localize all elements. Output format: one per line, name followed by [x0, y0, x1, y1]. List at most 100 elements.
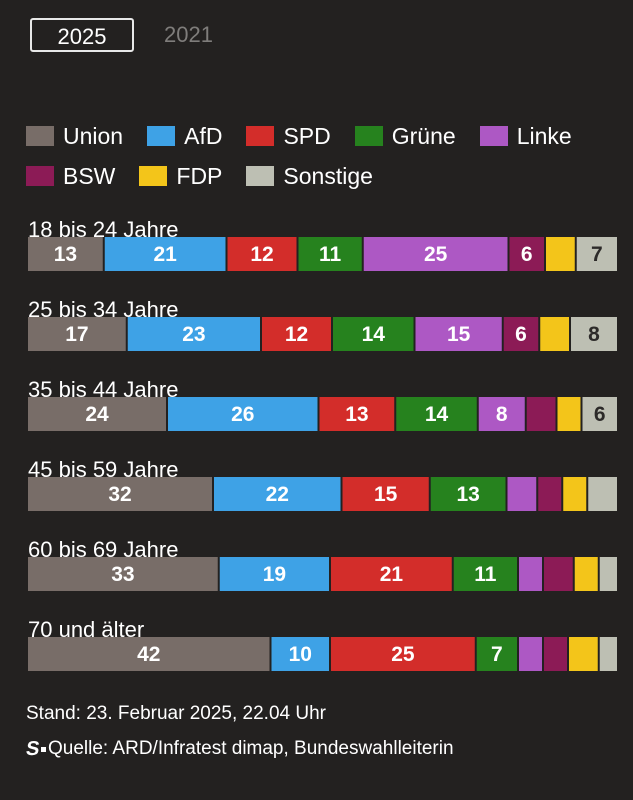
value-label-25-bis-34-jahre-union: 17 [65, 323, 88, 346]
bar-25-bis-34-jahre-union [28, 317, 126, 351]
bar-25-bis-34-jahre-afd [127, 317, 260, 351]
value-label-25-bis-34-jahre-bsw: 6 [515, 323, 527, 346]
bar-70-und-lter-linke [519, 637, 542, 671]
bar-45-bis-59-jahre-gruene [430, 477, 506, 511]
stand-timestamp: Stand: 23. Februar 2025, 22.04 Uhr [26, 703, 326, 724]
value-label-18-bis-24-jahre-sonstige: 7 [591, 243, 603, 266]
legend-label-union: Union [63, 122, 124, 149]
legend-label-sonstige: Sonstige [283, 162, 373, 189]
bar-35-bis-44-jahre-fdp [557, 397, 581, 431]
legend-label-afd: AfD [184, 122, 223, 149]
bar-60-bis-69-jahre-gruene [453, 557, 517, 591]
bar-35-bis-44-jahre-linke [478, 397, 525, 431]
value-label-45-bis-59-jahre-gruene: 13 [456, 483, 479, 506]
value-label-45-bis-59-jahre-union: 32 [108, 483, 131, 506]
bar-18-bis-24-jahre-sonstige [576, 237, 617, 271]
value-label-35-bis-44-jahre-afd: 26 [231, 403, 254, 426]
value-label-35-bis-44-jahre-sonstige: 6 [594, 403, 606, 426]
bar-70-und-lter-gruene [476, 637, 517, 671]
legend-label-gruene: Grüne [391, 122, 456, 149]
logo-dot-icon [41, 746, 46, 752]
value-label-60-bis-69-jahre-union: 33 [111, 563, 134, 586]
bar-60-bis-69-jahre-bsw [544, 557, 573, 591]
bar-70-und-lter-afd [271, 637, 329, 671]
bar-45-bis-59-jahre-fdp [563, 477, 587, 511]
legend-item-spd: SPD [246, 123, 331, 150]
bar-45-bis-59-jahre-bsw [538, 477, 562, 511]
legend-swatch-spd [246, 126, 275, 146]
legend-item-linke: Linke [479, 122, 572, 150]
value-label-18-bis-24-jahre-spd: 12 [250, 243, 273, 266]
bar-18-bis-24-jahre-bsw [509, 237, 544, 271]
legend-swatch-afd [147, 126, 176, 146]
value-label-18-bis-24-jahre-bsw: 6 [521, 243, 533, 266]
bar-45-bis-59-jahre-union [28, 477, 212, 511]
bar-35-bis-44-jahre-union [28, 397, 166, 431]
bar-25-bis-34-jahre-gruene [333, 317, 414, 351]
legend-label-fdp: FDP [176, 162, 223, 189]
bar-45-bis-59-jahre-spd [342, 477, 429, 511]
value-label-18-bis-24-jahre-union: 13 [54, 243, 77, 266]
legend-row-2: BSW FDP Sonstige [26, 160, 616, 192]
source-text: Quelle: ARD/Infratest dimap, Bundeswahll… [48, 738, 454, 759]
bar-35-bis-44-jahre-sonstige [582, 397, 617, 431]
legend-swatch-linke [479, 126, 508, 146]
bar-45-bis-59-jahre-linke [507, 477, 537, 511]
bar-18-bis-24-jahre-gruene [298, 237, 362, 271]
bar-60-bis-69-jahre-fdp [574, 557, 598, 591]
legend-label-linke: Linke [516, 122, 572, 149]
value-label-60-bis-69-jahre-afd: 19 [263, 563, 286, 586]
value-label-25-bis-34-jahre-linke: 15 [447, 323, 471, 346]
bar-35-bis-44-jahre-bsw [526, 397, 556, 431]
legend: Union AfD SPD Grüne Linke BSW FDP [26, 120, 616, 200]
bar-35-bis-44-jahre-spd [319, 397, 395, 431]
bar-70-und-lter-union [28, 637, 270, 671]
bar-25-bis-34-jahre-spd [262, 317, 331, 351]
year-tabs: 2025 2021 [30, 18, 213, 52]
value-label-25-bis-34-jahre-sonstige: 8 [588, 323, 600, 346]
legend-item-afd: AfD [147, 123, 222, 150]
bar-70-und-lter-spd [331, 637, 475, 671]
value-label-60-bis-69-jahre-gruene: 11 [474, 563, 497, 586]
value-label-35-bis-44-jahre-gruene: 14 [425, 403, 449, 426]
bar-25-bis-34-jahre-fdp [540, 317, 569, 351]
bar-45-bis-59-jahre-sonstige [588, 477, 617, 511]
value-label-25-bis-34-jahre-gruene: 14 [362, 323, 386, 346]
legend-row-1: Union AfD SPD Grüne Linke [26, 120, 616, 152]
value-label-45-bis-59-jahre-spd: 15 [374, 483, 398, 506]
legend-label-bsw: BSW [63, 162, 116, 189]
bar-18-bis-24-jahre-union [28, 237, 103, 271]
bar-18-bis-24-jahre-linke [363, 237, 508, 271]
value-label-70-und-lter-union: 42 [137, 643, 160, 666]
legend-item-gruene: Grüne [354, 122, 456, 150]
bar-25-bis-34-jahre-linke [415, 317, 502, 351]
bar-60-bis-69-jahre-sonstige [599, 557, 617, 591]
bar-60-bis-69-jahre-afd [219, 557, 329, 591]
value-label-35-bis-44-jahre-spd: 13 [345, 403, 368, 426]
source-line: S Quelle: ARD/Infratest dimap, Bundeswah… [25, 736, 454, 762]
bar-25-bis-34-jahre-sonstige [571, 317, 617, 351]
value-label-70-und-lter-spd: 25 [391, 643, 415, 666]
bar-70-und-lter-fdp [569, 637, 598, 671]
bar-60-bis-69-jahre-union [28, 557, 218, 591]
bar-70-und-lter-bsw [544, 637, 567, 671]
bar-25-bis-34-jahre-bsw [503, 317, 539, 351]
bar-60-bis-69-jahre-linke [519, 557, 542, 591]
value-label-45-bis-59-jahre-afd: 22 [266, 483, 289, 506]
bar-35-bis-44-jahre-afd [168, 397, 318, 431]
value-label-70-und-lter-gruene: 7 [491, 643, 503, 666]
value-label-60-bis-69-jahre-spd: 21 [380, 563, 404, 586]
value-label-18-bis-24-jahre-linke: 25 [424, 243, 448, 266]
value-label-25-bis-34-jahre-afd: 23 [182, 323, 205, 346]
footer: Stand: 23. Februar 2025, 22.04 Uhr S Que… [25, 700, 454, 762]
bar-18-bis-24-jahre-spd [227, 237, 297, 271]
legend-item-union: Union [26, 123, 123, 150]
legend-swatch-sonstige [246, 166, 275, 186]
value-label-25-bis-34-jahre-spd: 12 [285, 323, 308, 346]
tab-2025[interactable]: 2025 [30, 18, 134, 52]
bar-45-bis-59-jahre-afd [214, 477, 341, 511]
legend-swatch-gruene [354, 126, 383, 146]
bar-70-und-lter-sonstige [599, 637, 617, 671]
tab-2021[interactable]: 2021 [164, 22, 213, 47]
